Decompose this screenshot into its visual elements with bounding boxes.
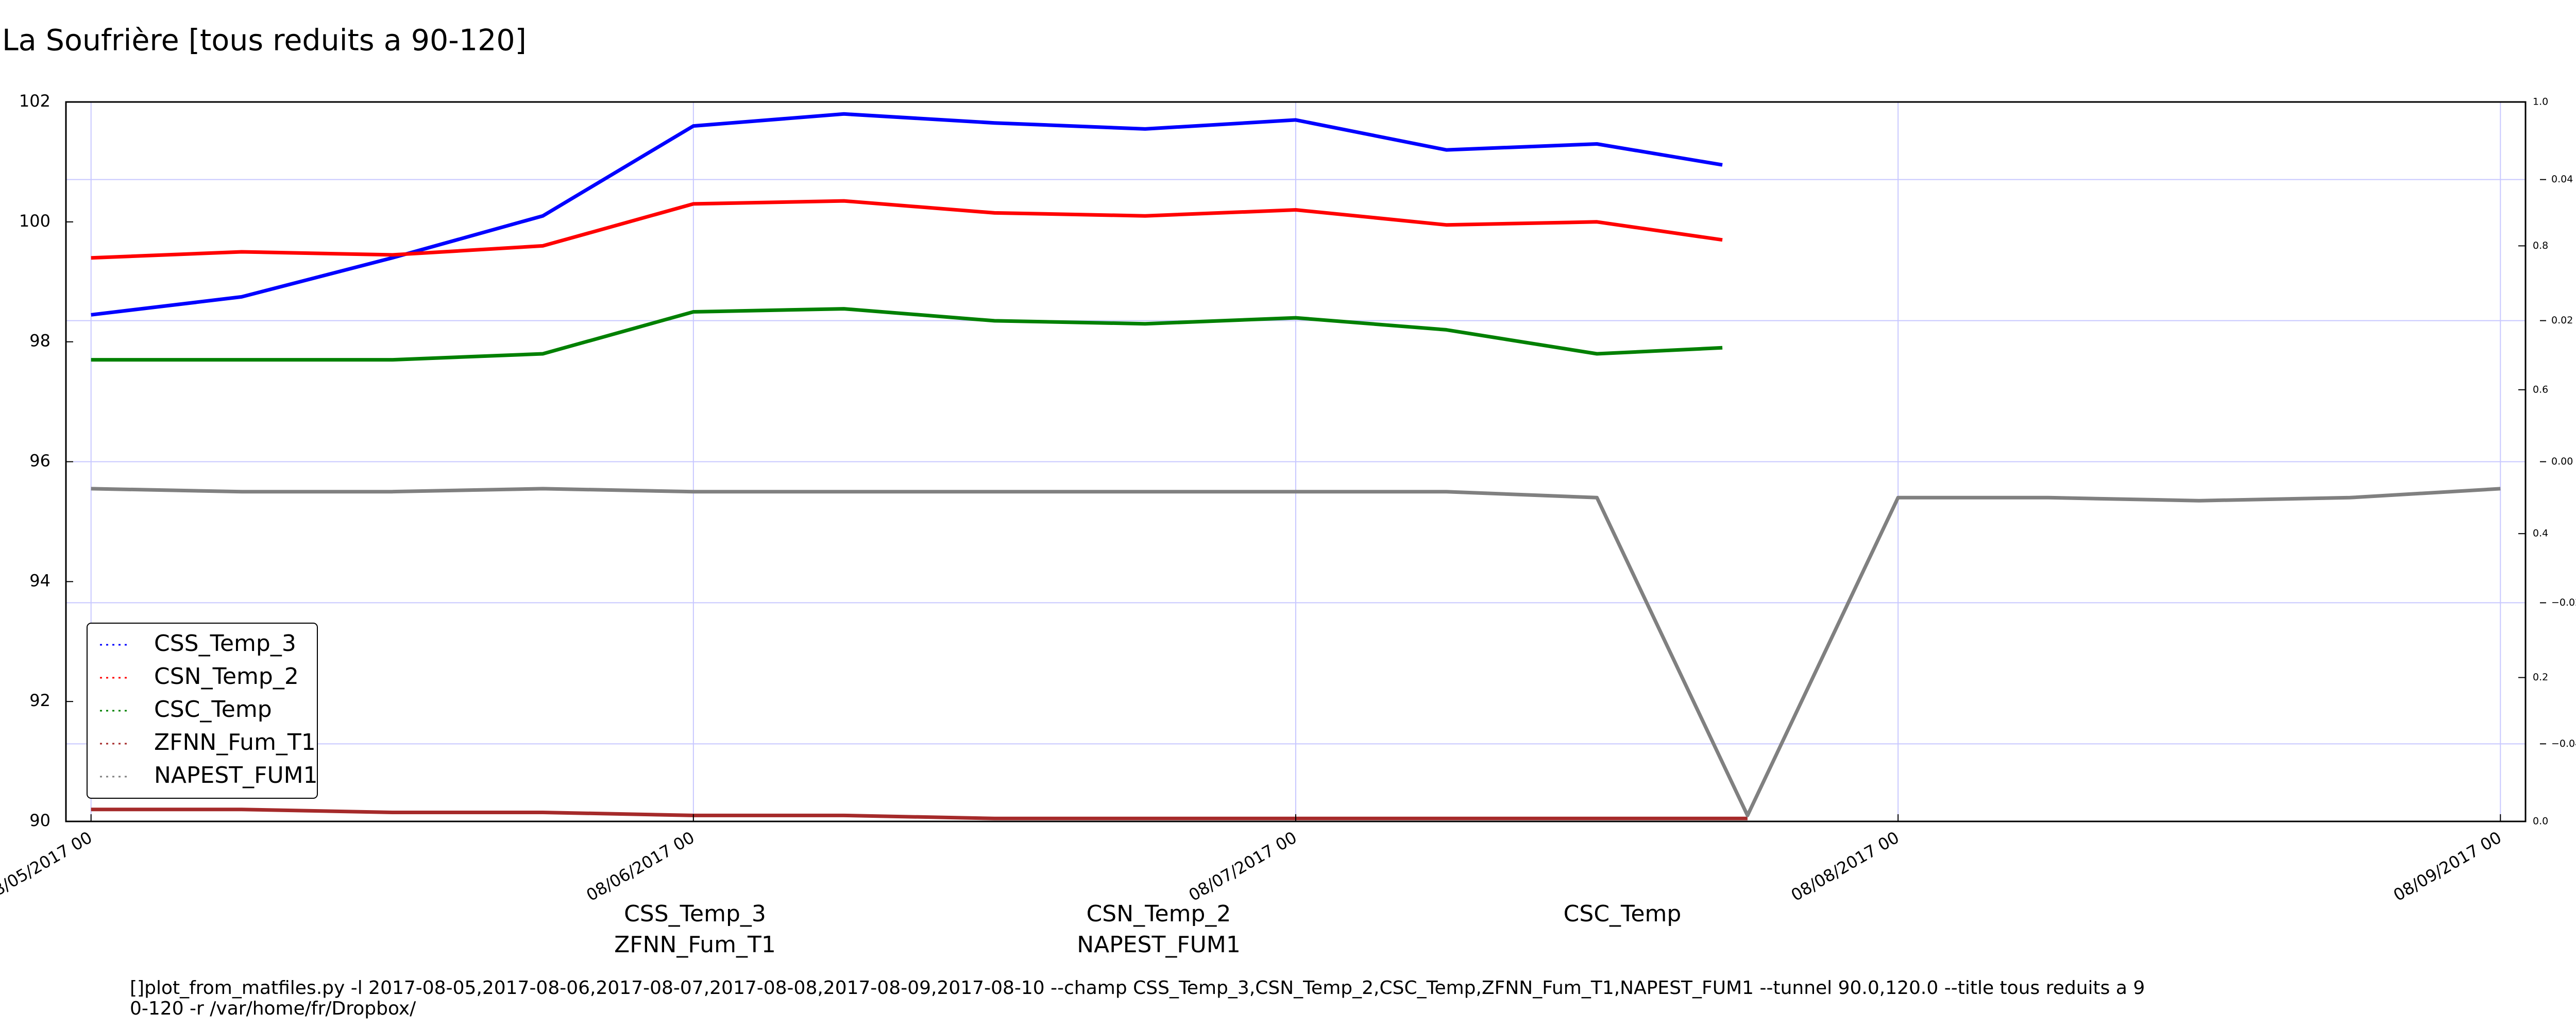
y2-tick-label: 0.4 [2533,528,2548,539]
y2-tick-label: 0.0 [2533,816,2548,827]
y-tick-label: 102 [19,91,50,111]
y3-tick-label: −0.04 [2551,738,2576,749]
y-tick-label: 100 [19,211,50,231]
y3-tick-label: 0.04 [2551,174,2573,185]
series-caption: CSN_Temp_2 [1087,901,1231,927]
x-tick-label: 08/07/2017 00 [1185,828,1300,905]
legend-label: CSN_Temp_2 [154,663,299,690]
x-tick-label: 08/06/2017 00 [583,828,698,905]
series-line [91,487,2501,817]
x-tick-label: 08/09/2017 00 [2390,828,2505,905]
x-tick-label: 08/08/2017 00 [1788,828,1903,905]
y-tick-label: 94 [29,571,50,590]
chart-title: La Soufrière [tous reduits a 90-120] [2,24,527,58]
y2-tick-label: 0.2 [2533,672,2548,683]
legend-label: CSS_Temp_3 [154,630,296,657]
y3-tick-label: 0.02 [2551,315,2573,326]
legend-label: CSC_Temp [154,696,272,723]
y2-tick-label: 1.0 [2533,96,2548,108]
series-line [91,199,1723,260]
y-tick-label: 96 [29,451,50,471]
y-tick-label: 90 [29,811,50,830]
command-line: 0-120 -r /var/home/fr/Dropbox/ [130,998,416,1019]
legend-label: ZFNN_Fum_T1 [154,729,316,756]
x-tick-label: 08/05/2017 00 [0,828,95,905]
y-tick-label: 92 [29,691,50,710]
y2-tick-label: 0.6 [2533,384,2548,395]
y3-tick-label: −0.02 [2551,597,2576,608]
series-line [91,307,1723,362]
series-caption: ZFNN_Fum_T1 [614,932,776,958]
series-caption: CSC_Temp [1564,901,1682,927]
series-caption: NAPEST_FUM1 [1077,932,1241,958]
legend-label: NAPEST_FUM1 [154,762,318,788]
series-caption: CSS_Temp_3 [624,901,766,927]
y-tick-label: 98 [29,331,50,351]
y3-tick-label: 0.00 [2551,456,2573,467]
legend-box [87,623,318,799]
series-line [91,808,1748,820]
y2-tick-label: 0.8 [2533,240,2548,251]
series-line [91,112,1723,317]
command-line: []plot_from_matfiles.py -l 2017-08-05,20… [130,977,2145,999]
